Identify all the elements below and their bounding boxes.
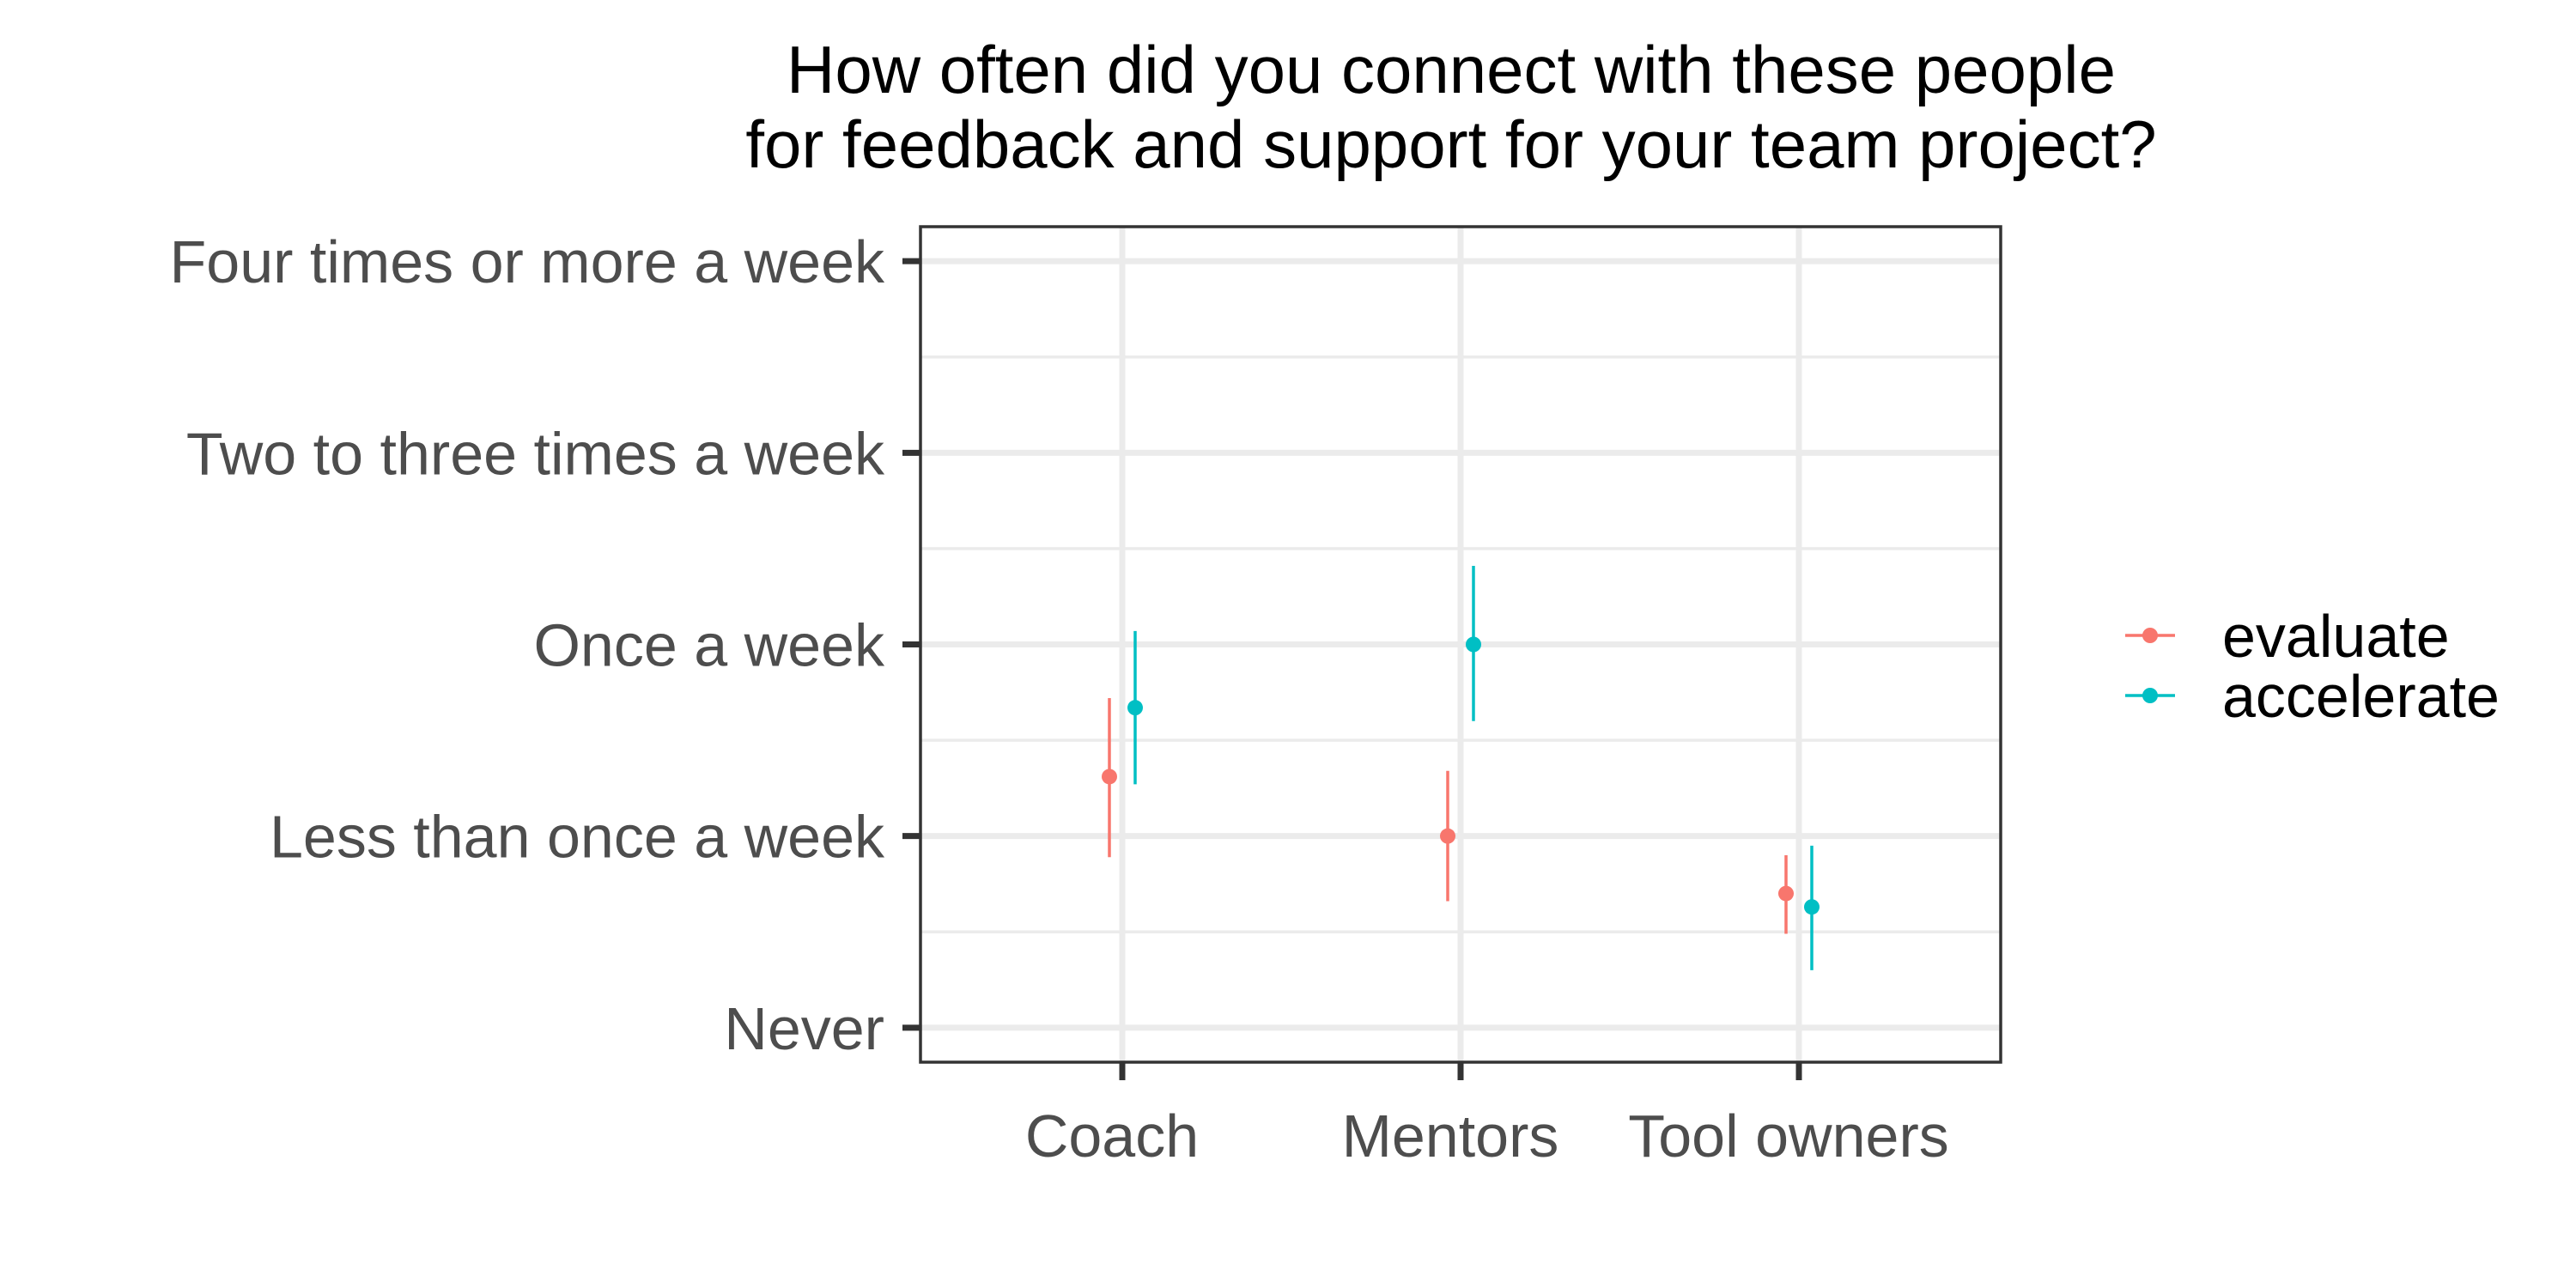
chart-title-line-1: How often did you connect with these peo… bbox=[787, 32, 2116, 107]
x-tick-label: Mentors bbox=[1342, 1103, 1559, 1170]
point-evaluate bbox=[1778, 885, 1794, 902]
y-tick-label: Two to three times a week bbox=[186, 420, 885, 487]
y-axis: Never Less than once a week Once a week Two… bbox=[170, 228, 920, 1062]
chart-title-line-2: for feedback and support for your team p… bbox=[745, 106, 2156, 182]
chart-title: How often did you connect with these peo… bbox=[745, 32, 2156, 182]
plot-panel bbox=[919, 225, 2002, 1064]
x-tick-label: Tool owners bbox=[1628, 1103, 1949, 1170]
y-tick-label: Four times or more a week bbox=[170, 228, 885, 295]
legend-key-point-evaluate bbox=[2142, 628, 2158, 643]
point-evaluate bbox=[1440, 828, 1455, 844]
x-tick-label: Coach bbox=[1025, 1103, 1199, 1170]
point-accelerate bbox=[1127, 700, 1143, 716]
data-marks bbox=[1102, 566, 1820, 970]
point-accelerate bbox=[1804, 899, 1820, 915]
legend-label-accelerate: accelerate bbox=[2222, 663, 2500, 730]
y-tick-label: Less than once a week bbox=[270, 804, 885, 871]
y-tick-label: Once a week bbox=[533, 612, 885, 679]
point-accelerate bbox=[1466, 636, 1481, 653]
x-axis: Coach Mentors Tool owners bbox=[1025, 1062, 1949, 1170]
point-evaluate bbox=[1102, 769, 1117, 785]
legend-label-evaluate: evaluate bbox=[2222, 603, 2450, 670]
y-tick-label: Never bbox=[724, 995, 884, 1062]
legend-key-point-accelerate bbox=[2142, 688, 2158, 703]
